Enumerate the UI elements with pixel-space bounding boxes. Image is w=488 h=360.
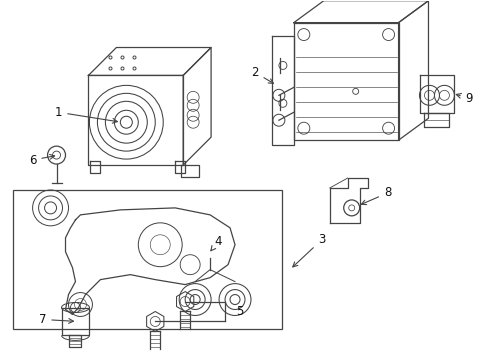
Bar: [13, 190, 281, 329]
Text: 1: 1: [55, 106, 117, 123]
Text: 4: 4: [210, 235, 222, 251]
Text: 7: 7: [39, 313, 73, 326]
Text: 9: 9: [455, 92, 472, 105]
Text: 6: 6: [29, 154, 55, 167]
Text: 3: 3: [292, 233, 325, 267]
Text: 2: 2: [251, 66, 273, 83]
Text: 5: 5: [236, 305, 243, 318]
Text: 8: 8: [361, 186, 390, 204]
